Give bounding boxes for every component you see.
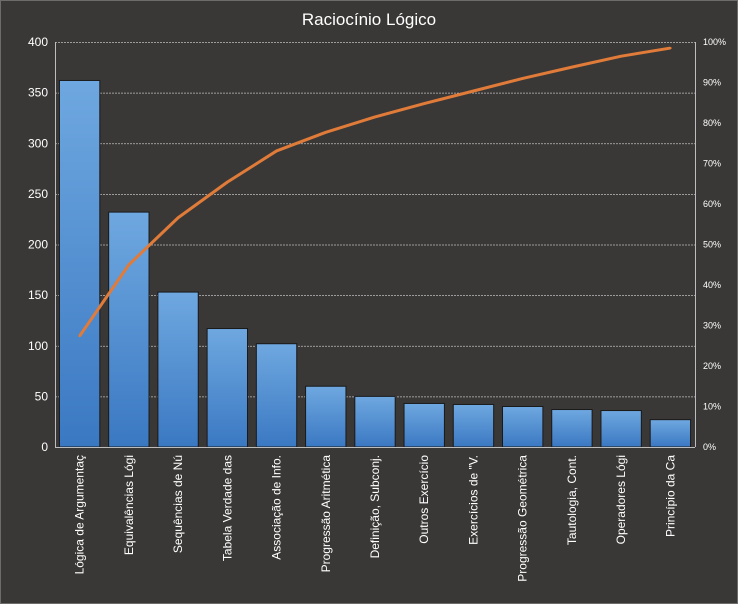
line-point: [127, 263, 131, 266]
line-point: [275, 149, 278, 153]
chart-title: Raciocínio Lógico: [302, 10, 436, 29]
y2-tick-label: 80%: [703, 118, 721, 128]
bar: [255, 343, 298, 448]
y-tick-label: 250: [28, 187, 48, 201]
bar: [206, 328, 248, 448]
y-tick-label: 0: [41, 440, 48, 454]
bar: [600, 410, 642, 448]
bar: [157, 291, 199, 448]
y2-tick-label: 100%: [703, 37, 726, 47]
line-point: [521, 77, 524, 80]
bar: [108, 211, 150, 448]
category-label: Sequências de Nú: [171, 455, 185, 553]
y2-tick-label: 40%: [703, 280, 721, 290]
y-tick-label: 350: [28, 86, 48, 100]
bar: [502, 406, 544, 448]
y2-tick-label: 0%: [703, 442, 716, 452]
line-point: [324, 131, 327, 134]
y-tick-label: 50: [35, 389, 49, 403]
y-tick-label: 200: [28, 238, 48, 252]
line-point: [570, 65, 574, 69]
line-point: [373, 115, 377, 119]
category-label: Exercícios de "V.: [466, 455, 480, 545]
category-label: Definição, Subconj.: [368, 455, 382, 558]
gridlines: [55, 42, 695, 398]
y-tick-label: 300: [28, 136, 48, 150]
y2-tick-label: 70%: [703, 159, 721, 169]
line-point: [619, 54, 623, 58]
bar: [354, 395, 396, 448]
bar: [305, 385, 347, 448]
line-point: [226, 180, 229, 184]
category-label: Outros Exercício: [417, 455, 431, 544]
bar-series: [58, 79, 692, 448]
category-label: Tabela Verdade das: [220, 455, 234, 561]
category-label: Tautologia, Cont.: [565, 455, 579, 545]
y-axis: 0 50 100 150 200 250 300 350 400: [28, 35, 695, 454]
bar: [403, 402, 445, 448]
x-axis: Lógica de Argumentaç Equivalências Lógi Se…: [73, 455, 678, 582]
y-tick-label: 150: [28, 288, 48, 302]
y2-axis: 0% 10% 20% 30% 40% 50% 60% 70% 80% 90% 100%: [695, 37, 726, 452]
y2-tick-label: 30%: [703, 321, 721, 331]
line-point: [669, 46, 672, 50]
y-tick-label: 100: [28, 339, 48, 353]
y2-tick-label: 20%: [703, 361, 721, 371]
category-label: Princípio da Ca: [663, 455, 677, 537]
bar: [58, 79, 101, 448]
bar: [452, 403, 495, 448]
line-point: [78, 334, 81, 338]
category-label: Progressão Geométrica: [516, 455, 530, 582]
category-label: Associação de Info.: [270, 455, 284, 560]
y2-tick-label: 50%: [703, 240, 721, 250]
line-point: [176, 216, 180, 219]
bar: [551, 409, 593, 448]
line-point: [423, 102, 426, 105]
y2-tick-label: 60%: [703, 199, 721, 209]
y2-tick-label: 10%: [703, 402, 721, 412]
category-label: Progressão Aritmética: [319, 455, 333, 573]
category-label: Lógica de Argumentaç: [73, 455, 87, 574]
category-label: Operadores Lógi: [614, 455, 628, 544]
y2-tick-label: 90%: [703, 78, 721, 88]
category-label: Equivalências Lógi: [122, 455, 136, 555]
line-point: [472, 89, 475, 93]
bar: [649, 419, 692, 448]
y-tick-label: 400: [28, 35, 48, 49]
cumulative-line-series: [78, 46, 672, 338]
